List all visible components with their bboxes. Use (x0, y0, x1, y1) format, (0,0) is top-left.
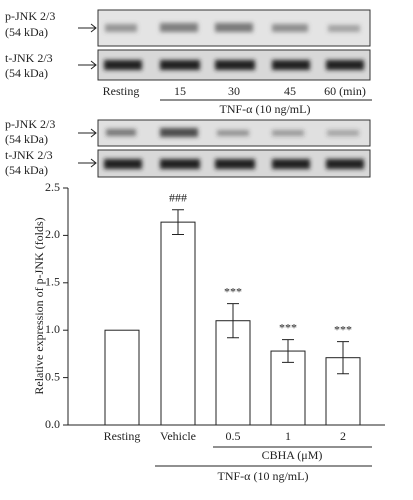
bands (106, 128, 359, 137)
x-tick-label: Vehicle (160, 429, 196, 443)
bar-chart: Relative expression of p-JNK (folds) CBH… (32, 180, 385, 483)
x-tick-label: 0.5 (226, 429, 241, 443)
y-tick-label: 0.0 (45, 417, 60, 431)
bar (270, 350, 306, 426)
lane-label: 30 (228, 84, 240, 98)
significance-label: ### (169, 191, 187, 205)
y-tick-label: 1.5 (45, 275, 60, 289)
bands (104, 60, 364, 70)
arrow (78, 23, 97, 70)
error-bar (337, 341, 349, 375)
group-label: CBHA (μM) (262, 448, 323, 462)
error-bar (172, 209, 184, 235)
x-tick-label: 1 (285, 429, 291, 443)
significance-label: *** (224, 284, 242, 298)
error-bar (282, 339, 294, 363)
y-tick-label: 2.5 (45, 180, 60, 194)
row-label: t-JNK 2/3 (5, 148, 53, 162)
y-tick-label: 0.5 (45, 369, 60, 383)
arrow (78, 128, 97, 168)
x-tick-label: Resting (104, 429, 141, 443)
row-size: (54 kDa) (5, 132, 48, 146)
y-tick-label: 1.0 (45, 322, 60, 336)
lane-label: 15 (174, 84, 186, 98)
bands (104, 159, 364, 169)
row-size: (54 kDa) (5, 25, 48, 39)
treatment-label: TNF-α (10 ng/mL) (218, 469, 309, 483)
bar (160, 221, 196, 426)
row-label: (54 kDa) (5, 66, 48, 80)
significance-label: *** (334, 322, 352, 336)
lane-label: 60 (min) (324, 84, 366, 98)
lane-label: Resting (103, 84, 140, 98)
error-bar (227, 303, 239, 339)
lane-label: 45 (284, 84, 296, 98)
row-label: t-JNK 2/3 (5, 51, 53, 65)
y-axis-label: Relative expression of p-JNK (folds) (32, 217, 46, 394)
row-label: p-JNK 2/3 (5, 9, 55, 23)
row-size: (54 kDa) (5, 163, 48, 177)
y-tick-label: 2.0 (45, 227, 60, 241)
treatment-label: TNF-α (10 ng/mL) (220, 102, 311, 116)
row-label: p-JNK 2/3 (5, 117, 55, 131)
blot-panel: p-JNK 2/3 (54 kDa) t-JNK 2/3 (54 kDa) (5, 117, 371, 178)
bar (104, 329, 140, 426)
bands (105, 23, 360, 32)
x-tick-label: 2 (340, 429, 346, 443)
blot-panel: p-JNK 2/3 (54 kDa) t-JNK 2/3 (54 kDa) Re… (5, 9, 372, 116)
blot-strip (97, 49, 371, 81)
significance-label: *** (279, 320, 297, 334)
